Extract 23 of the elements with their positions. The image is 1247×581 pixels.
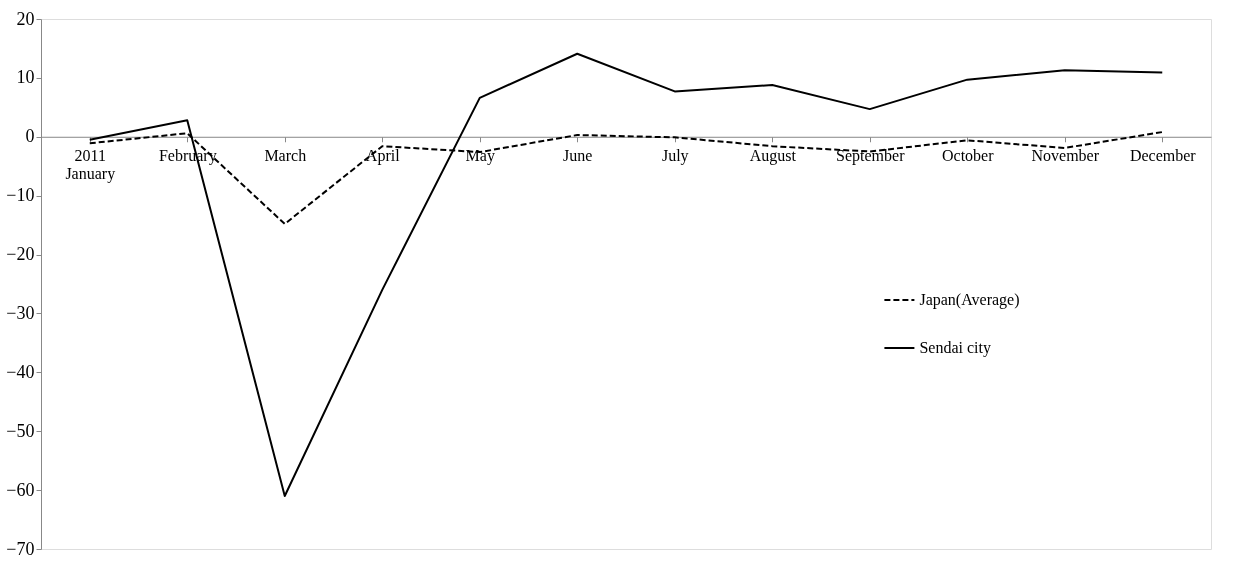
y-tick-label: 20 [16, 8, 35, 29]
x-tick-label: 2011 January [65, 147, 116, 184]
y-tick-label: 10 [16, 67, 35, 88]
y-tick-label: −60 [6, 479, 35, 500]
x-tick-label: September [836, 147, 906, 166]
x-tick-label: November [1031, 147, 1100, 165]
y-tick-label: 0 [25, 126, 35, 147]
x-tick-label: May [465, 147, 495, 166]
x-tick-label: October [941, 147, 995, 165]
y-tick-label: −50 [6, 420, 35, 441]
y-tick-label: −30 [6, 302, 35, 323]
y-tick-label: −40 [6, 361, 35, 382]
y-tick-label: −70 [6, 538, 35, 559]
x-tick-label: July [661, 147, 689, 166]
x-tick-label: March [264, 147, 307, 165]
x-tick-label: August [749, 147, 797, 166]
x-tick-label: December [1129, 147, 1197, 165]
legend-label: Sendai city [919, 339, 991, 357]
x-tick-label: June [563, 147, 593, 165]
y-tick-label: −10 [6, 185, 35, 206]
legend-label: Japan(Average) [919, 291, 1020, 309]
y-tick-label: −20 [6, 244, 35, 265]
x-tick-label: April [365, 147, 401, 166]
